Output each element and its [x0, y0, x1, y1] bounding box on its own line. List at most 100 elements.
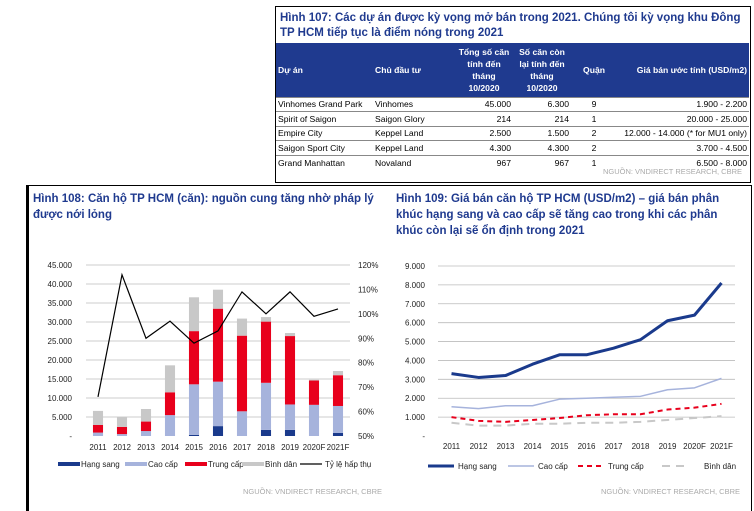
x-tick-label: 2011 [443, 442, 461, 451]
y-tick-label: 3.000 [405, 375, 426, 384]
line-Hạng-sang [451, 282, 723, 379]
figure-109-title: Hình 109: Giá bán căn hộ TP HCM (USD/m2)… [396, 193, 720, 237]
y-tick-label: 10.000 [48, 394, 73, 403]
bar-Cao-cấp [308, 404, 320, 436]
x-tick-label: 2018 [632, 442, 650, 451]
table-cell: 4.300 [455, 140, 513, 156]
table-row: Grand Manhattan Novaland 967 967 1 6.500 - 8.… [276, 154, 749, 170]
bar-Trung-cấp [236, 335, 248, 412]
col-header: Dự án [276, 43, 373, 97]
bar-Hạng-sang [332, 432, 344, 436]
table-cell: Grand Manhattan [276, 154, 373, 170]
bar-Cao-cấp [260, 382, 272, 430]
bar-Cao-cấp [116, 434, 128, 436]
bar-Trung-cấp [260, 321, 272, 383]
x-tick-label: 2016 [578, 442, 596, 451]
table-cell: 1.900 - 2.200 [617, 96, 749, 112]
bar-Bình-dân [236, 318, 248, 336]
table-cell: 4.300 [513, 140, 571, 156]
x-tick-label: 2016 [209, 443, 227, 452]
x-tick-label: 2015 [185, 443, 203, 452]
legend-label: Hạng sang [81, 460, 120, 469]
line-absorption-rate [97, 272, 339, 398]
x-tick-label: 2019 [281, 443, 299, 452]
bar-Trung-cấp [92, 424, 104, 433]
legend-label: Cao cấp [148, 460, 178, 469]
table-cell: 2 [571, 125, 617, 141]
legend-label: Trung cấp [208, 460, 244, 469]
y2-tick-label: 120% [358, 261, 378, 270]
table-cell: 1 [571, 154, 617, 170]
legend-label: Hạng sang [458, 462, 497, 471]
bar-Bình-dân [164, 365, 176, 393]
legend-swatch [242, 462, 264, 466]
col-header: Quận [571, 43, 617, 97]
table-cell: 45.000 [455, 96, 513, 112]
bar-Cao-cấp [140, 431, 152, 436]
table-row: Spirit of Saigon Saigon Glory 214 214 1 20.00… [276, 111, 749, 127]
bar-Cao-cấp [188, 384, 200, 435]
col-header: Chủ đầu tư [373, 43, 455, 97]
y-tick-label: - [69, 432, 72, 441]
table-row: Empire City Keppel Land 2.500 1.500 2 12.000 … [276, 125, 749, 141]
table-cell: Novaland [373, 154, 455, 170]
x-tick-label: 2015 [551, 442, 569, 451]
charts-panel [26, 185, 752, 511]
y-tick-label: 9.000 [405, 262, 426, 271]
table-cell: Keppel Land [373, 140, 455, 156]
table-cell: 967 [513, 154, 571, 170]
legend-swatch [125, 462, 147, 466]
table-row: Saigon Sport City Keppel Land 4.300 4.300 2 3… [276, 140, 749, 156]
y2-tick-label: 80% [358, 359, 374, 368]
bar-Trung-cấp [164, 392, 176, 416]
bar-Cao-cấp [332, 405, 344, 433]
x-tick-label: 2011 [89, 443, 107, 452]
line-Trung-cấp [451, 402, 722, 423]
x-tick-label: 2018 [257, 443, 275, 452]
bar-Trung-cấp [308, 380, 320, 405]
y-tick-label: 2.000 [405, 394, 426, 403]
y-tick-label: 40.000 [48, 280, 73, 289]
table-cell: Saigon Sport City [276, 140, 373, 156]
table-cell: Empire City [276, 125, 373, 141]
bar-Trung-cấp [188, 331, 200, 385]
y-tick-label: 15.000 [48, 375, 73, 384]
table-cell: Saigon Glory [373, 111, 455, 127]
x-tick-label: 2013 [497, 442, 515, 451]
table-cell: 2.500 [455, 125, 513, 141]
legend-label: Bình dân [265, 460, 297, 469]
table-cell: 12.000 - 14.000 (* for MU1 only) [617, 125, 749, 141]
table-cell: 9 [571, 96, 617, 112]
bar-Bình-dân [332, 371, 344, 376]
line-Cao-cấp [451, 377, 722, 410]
projects-table: Dự án Chủ đầu tư Tổng số căn tính đến th… [276, 43, 749, 170]
table-cell: 20.000 - 25.000 [617, 111, 749, 127]
legend-swatch [58, 462, 80, 466]
y2-tick-label: 110% [358, 285, 378, 294]
x-tick-label: 2017 [605, 442, 623, 451]
table-cell: 6.300 [513, 96, 571, 112]
source-note: NGUỒN: VNDIRECT RESEARCH, CBRE [602, 167, 742, 176]
x-tick-label: 2021F [710, 442, 733, 451]
y2-tick-label: 70% [358, 383, 374, 392]
table-cell: 214 [455, 111, 513, 127]
x-tick-label: 2020F [683, 442, 706, 451]
bar-Trung-cấp [116, 426, 128, 435]
legend-label: Bình dân [704, 462, 736, 471]
y2-tick-label: 100% [358, 310, 378, 319]
y-tick-label: 7.000 [405, 300, 426, 309]
y2-tick-label: 50% [358, 432, 374, 441]
x-tick-label: 2020F [303, 443, 326, 452]
table-cell: 1.500 [513, 125, 571, 141]
col-header: Số căn còn lại tính đến tháng 10/2020 [513, 43, 571, 97]
y-tick-label: 45.000 [48, 261, 73, 270]
x-tick-label: 2019 [659, 442, 677, 451]
bar-Bình-dân [92, 410, 104, 425]
figure-108-title: Hình 108: Căn hộ TP HCM (căn): nguồn cun… [33, 193, 374, 221]
figure-107: Hình 107: Các dự án được kỳ vọng mở bán … [275, 6, 751, 183]
bar-Trung-cấp [140, 421, 152, 432]
y-tick-label: 25.000 [48, 337, 73, 346]
table-cell: Keppel Land [373, 125, 455, 141]
table-cell: Vinhomes Grand Park [276, 96, 373, 112]
x-tick-label: 2014 [524, 442, 542, 451]
